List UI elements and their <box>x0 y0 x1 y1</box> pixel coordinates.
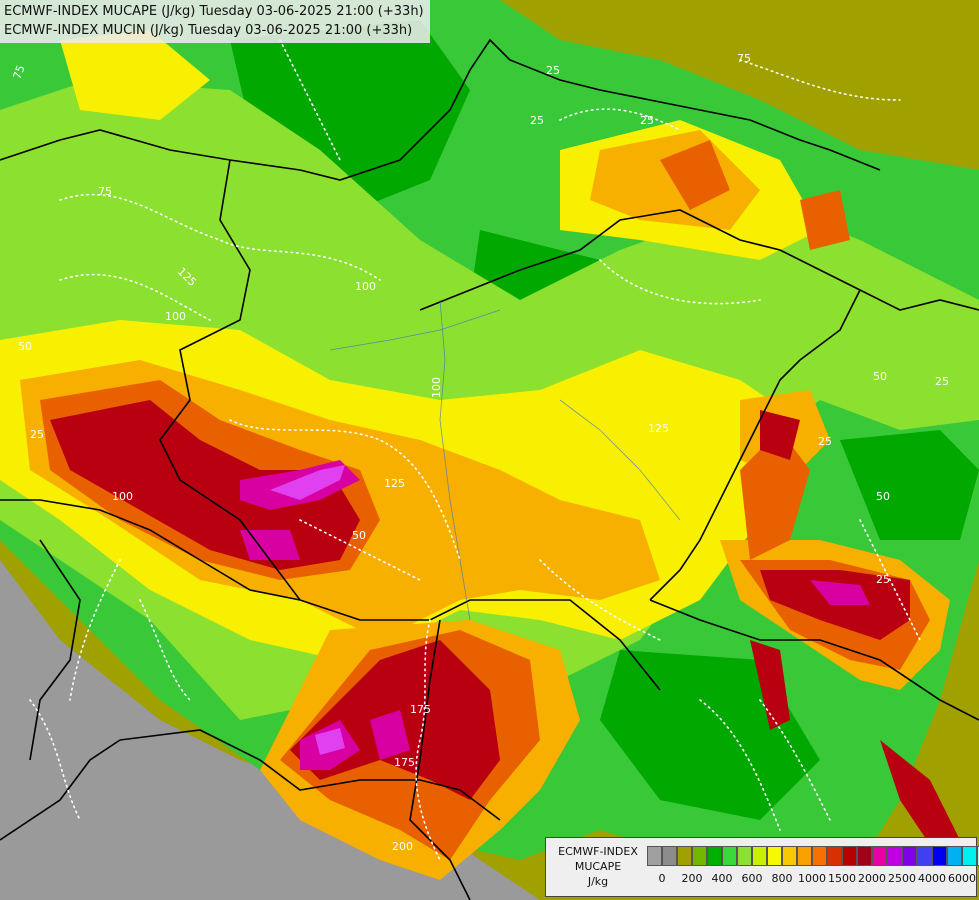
legend-parameter: MUCAPE <box>574 860 622 873</box>
legend-tick-label: 2500 <box>888 872 916 885</box>
contour-label: 175 <box>394 756 415 769</box>
legend-swatch <box>752 846 767 866</box>
legend-tick-label: 200 <box>681 872 703 885</box>
legend-swatch <box>797 846 812 866</box>
legend-swatch <box>827 846 842 866</box>
contour-label: 200 <box>392 840 413 853</box>
field-dark-green <box>230 20 979 820</box>
legend-swatch <box>857 846 872 866</box>
field-orange <box>20 130 950 880</box>
legend-swatch <box>722 846 737 866</box>
legend-swatch <box>647 846 662 866</box>
legend-tick-label: 0 <box>658 872 666 885</box>
contour-label: 100 <box>355 280 376 293</box>
contour-label: 75 <box>737 52 751 65</box>
legend-tick-label: 2000 <box>858 872 886 885</box>
legend-swatch <box>662 846 677 866</box>
contour-label: 175 <box>410 703 431 716</box>
legend-swatch <box>902 846 917 866</box>
contour-label: 50 <box>352 529 366 542</box>
contour-label: 25 <box>640 114 654 127</box>
title-mucin: ECMWF-INDEX MUCIN (J/kg) Tuesday 03-06-2… <box>4 23 413 38</box>
contour-label: 75 <box>98 185 112 198</box>
contour-label: 50 <box>876 490 890 503</box>
legend-swatch <box>692 846 707 866</box>
legend-tick-label: 1500 <box>828 872 856 885</box>
country-borders <box>0 38 979 900</box>
map-title-box: ECMWF-INDEX MUCAPE (J/kg) Tuesday 03-06-… <box>0 0 430 43</box>
legend-swatch <box>767 846 782 866</box>
rivers <box>329 299 681 621</box>
legend-swatch <box>872 846 887 866</box>
legend-tick-label: 800 <box>771 872 793 885</box>
contour-label: 100 <box>112 490 133 503</box>
contour-label: 75 <box>11 63 28 81</box>
legend-tick-label: 1000 <box>798 872 826 885</box>
legend-model: ECMWF-INDEX <box>558 845 638 858</box>
legend-swatch <box>947 846 962 866</box>
contour-label: 100 <box>430 377 443 398</box>
legend-unit: J/kg <box>587 875 609 888</box>
legend-swatch <box>737 846 752 866</box>
contour-label: 125 <box>384 477 405 490</box>
legend-swatch <box>812 846 827 866</box>
contour-label: 25 <box>546 64 560 77</box>
legend-swatch <box>917 846 932 866</box>
legend-tick-label: 600 <box>741 872 763 885</box>
legend-swatch <box>887 846 902 866</box>
title-mucape: ECMWF-INDEX MUCAPE (J/kg) Tuesday 03-06-… <box>4 4 424 19</box>
legend-swatch <box>782 846 797 866</box>
color-legend: ECMWF-INDEX MUCAPE J/kg 0 200 400 600 800 100… <box>545 837 979 897</box>
contour-label: 25 <box>876 573 890 586</box>
legend-tick-label: 6000 <box>948 872 976 885</box>
mucin-contours <box>29 39 921 861</box>
contour-label: 25 <box>935 375 949 388</box>
contour-label: 125 <box>648 422 669 435</box>
legend-ticks: 0 200 400 600 800 1000 1500 2000 2500 4000 6000 <box>647 872 977 888</box>
legend-title: ECMWF-INDEX MUCAPE J/kg <box>550 844 646 889</box>
legend-swatch <box>707 846 722 866</box>
contour-label: 25 <box>30 428 44 441</box>
legend-tick-label: 4000 <box>918 872 946 885</box>
legend-swatch <box>677 846 692 866</box>
legend-swatches <box>647 846 979 866</box>
contour-label: 100 <box>165 310 186 323</box>
legend-swatch <box>842 846 857 866</box>
legend-swatch <box>977 846 979 866</box>
legend-swatch <box>962 846 977 866</box>
legend-swatch <box>932 846 947 866</box>
contour-label: 50 <box>873 370 887 383</box>
contour-label: 50 <box>18 340 32 353</box>
contour-label: 25 <box>530 114 544 127</box>
contour-label: 25 <box>818 435 832 448</box>
field-dark-red <box>50 400 960 860</box>
legend-tick-label: 400 <box>711 872 733 885</box>
